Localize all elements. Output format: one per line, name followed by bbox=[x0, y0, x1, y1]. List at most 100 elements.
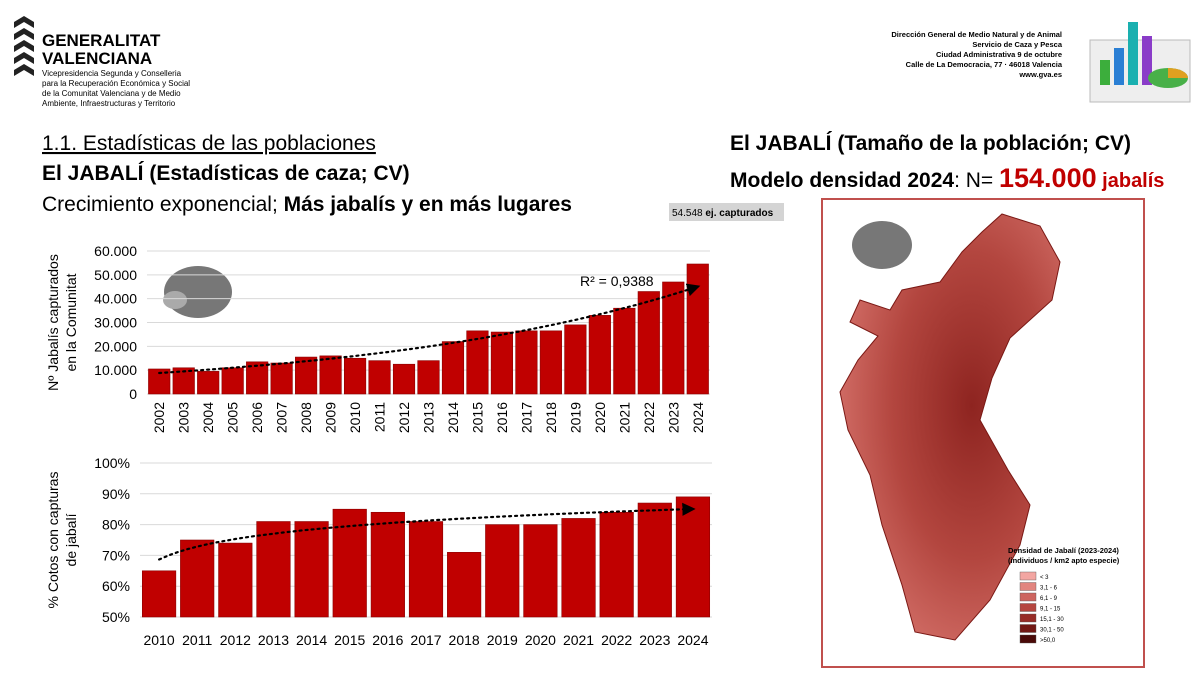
x-tick-label: 2017 bbox=[410, 632, 441, 648]
legend-swatch bbox=[1019, 634, 1037, 644]
bar bbox=[417, 360, 440, 395]
y-tick-label: 40.000 bbox=[94, 291, 137, 307]
x-tick-label: 2007 bbox=[274, 402, 290, 433]
x-tick-label: 2013 bbox=[421, 402, 437, 433]
bar bbox=[485, 524, 520, 618]
legend-label: 30,1 - 50 bbox=[1040, 628, 1064, 634]
x-tick-label: 2019 bbox=[487, 632, 518, 648]
x-tick-label: 2024 bbox=[690, 402, 706, 433]
legend-label: < 3 bbox=[1040, 575, 1049, 581]
y-axis-label: en la Comunitat bbox=[63, 273, 79, 371]
bar bbox=[370, 511, 405, 618]
y-tick-label: 30.000 bbox=[94, 315, 137, 331]
x-tick-label: 2002 bbox=[151, 402, 167, 433]
y-tick-label: 70% bbox=[102, 547, 130, 563]
note-box bbox=[669, 203, 784, 221]
x-tick-label: 2010 bbox=[143, 632, 174, 648]
bar bbox=[662, 281, 685, 395]
bar bbox=[441, 341, 465, 395]
model-a: Modelo densidad 2024 bbox=[730, 169, 954, 192]
service-line: Ciudad Administrativa 9 de octubre bbox=[936, 50, 1062, 59]
x-tick-label: 2022 bbox=[601, 632, 632, 648]
x-tick-label: 2013 bbox=[258, 632, 289, 648]
service-line: Dirección General de Medio Natural y de … bbox=[891, 30, 1062, 39]
bar bbox=[490, 331, 514, 395]
bar bbox=[368, 360, 391, 395]
x-tick-label: 2018 bbox=[543, 402, 559, 433]
x-tick-label: 2015 bbox=[334, 632, 365, 648]
bar bbox=[466, 330, 489, 395]
y-tick-label: 60% bbox=[102, 578, 130, 594]
x-tick-label: 2024 bbox=[677, 632, 708, 648]
subtitle-a: Crecimiento exponencial; bbox=[42, 193, 284, 216]
x-tick-label: 2019 bbox=[567, 402, 583, 433]
boar-icon bbox=[163, 266, 232, 318]
y-tick-label: 50.000 bbox=[94, 267, 137, 283]
x-tick-label: 2005 bbox=[225, 402, 241, 433]
bar bbox=[295, 356, 318, 395]
bar bbox=[686, 263, 709, 395]
subtitle: Crecimiento exponencial; Más jabalís y e… bbox=[42, 193, 572, 216]
bar bbox=[675, 496, 711, 618]
map-panel bbox=[821, 198, 1145, 668]
x-tick-label: 2022 bbox=[641, 402, 657, 433]
x-tick-label: 2021 bbox=[616, 402, 632, 433]
x-tick-label: 2009 bbox=[323, 402, 339, 433]
service: Dirección General de Medio Natural y de … bbox=[891, 30, 1062, 79]
x-tick-label: 2011 bbox=[372, 402, 388, 432]
bar bbox=[637, 502, 672, 618]
y-tick-label: 20.000 bbox=[94, 338, 137, 354]
x-tick-label: 2015 bbox=[469, 402, 485, 433]
x-tick-label: 2012 bbox=[220, 632, 251, 648]
section-title: 1.1. Estadísticas de las poblaciones bbox=[42, 132, 376, 155]
x-tick-label: 2021 bbox=[563, 632, 594, 648]
note-text: ej. capturados bbox=[703, 208, 774, 219]
x-tick-label: 2003 bbox=[176, 402, 192, 433]
trendline bbox=[158, 283, 701, 375]
note: 54.548 ej. capturados bbox=[672, 208, 774, 219]
legend-swatch bbox=[1019, 603, 1037, 612]
bar bbox=[408, 521, 444, 618]
y-axis-label: % Cotos con capturas bbox=[45, 472, 61, 609]
model-b: : N= bbox=[954, 169, 999, 192]
service-line: www.gva.es bbox=[1018, 70, 1062, 79]
legend-label: >50,0 bbox=[1040, 638, 1056, 644]
boar-icon bbox=[852, 221, 912, 269]
bar bbox=[564, 324, 587, 395]
bar bbox=[447, 552, 482, 618]
model-line: Modelo densidad 2024: N= 154.000 jabalís bbox=[730, 163, 1164, 193]
bar bbox=[197, 371, 220, 395]
x-tick-label: 2010 bbox=[347, 402, 363, 433]
model-unit: jabalís bbox=[1097, 170, 1165, 192]
right-title: El JABALÍ (Tamaño de la población; CV) bbox=[730, 132, 1131, 155]
left-title: El JABALÍ (Estadísticas de caza; CV) bbox=[42, 162, 410, 185]
dept-line: de la Comunitat Valenciana y de Medio bbox=[42, 89, 181, 98]
x-tick-label: 2020 bbox=[592, 402, 608, 433]
bar bbox=[392, 363, 416, 395]
bar bbox=[270, 362, 293, 395]
bar bbox=[588, 315, 611, 395]
bar bbox=[148, 368, 171, 395]
x-tick-label: 2012 bbox=[396, 402, 412, 433]
y-tick-label: 90% bbox=[102, 486, 130, 502]
x-tick-label: 2023 bbox=[639, 632, 670, 648]
x-tick-label: 2014 bbox=[296, 632, 327, 648]
bar bbox=[599, 511, 634, 618]
bar bbox=[613, 307, 636, 395]
legend-label: 6,1 - 9 bbox=[1040, 596, 1058, 602]
legend-label: 3,1 - 6 bbox=[1040, 586, 1058, 592]
x-tick-label: 2016 bbox=[372, 632, 403, 648]
bar bbox=[218, 542, 253, 618]
annotation: R² = 0,9388 bbox=[580, 273, 654, 289]
x-tick-label: 2018 bbox=[449, 632, 480, 648]
y-tick-label: 50% bbox=[102, 609, 130, 625]
y-tick-label: 80% bbox=[102, 517, 130, 533]
stats-icon bbox=[1089, 22, 1191, 103]
legend-swatch bbox=[1019, 592, 1037, 602]
legend-title: Densidad de Jabalí (2023-2024) bbox=[1008, 546, 1119, 555]
dept: Vicepresidencia Segunda y Conselleria pa… bbox=[42, 69, 190, 108]
x-tick-label: 2008 bbox=[298, 402, 314, 433]
service-line: Calle de La Democracia, 77 · 46018 Valen… bbox=[906, 60, 1063, 69]
bar bbox=[172, 367, 195, 395]
